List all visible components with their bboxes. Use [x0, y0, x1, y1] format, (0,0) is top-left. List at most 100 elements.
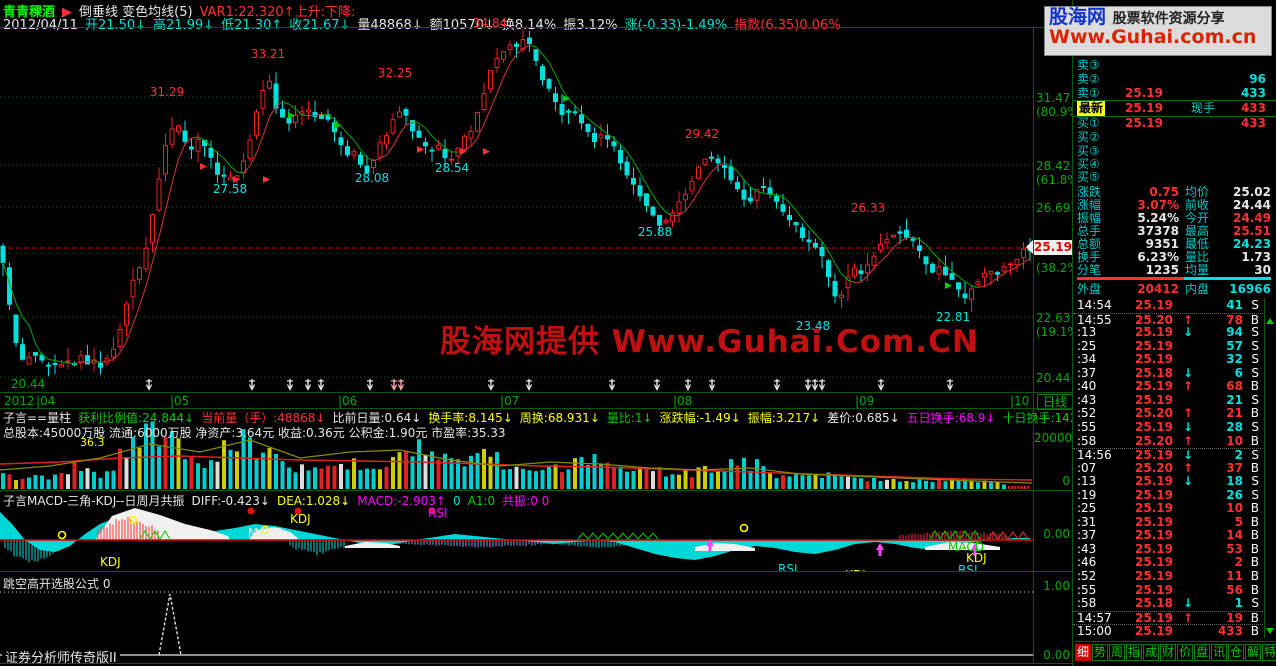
tick-price: 25.19	[1135, 419, 1173, 434]
latest-price-row[interactable]: 最新 25.19 现手 433	[1073, 100, 1276, 117]
tab-成[interactable]: 成	[1143, 644, 1160, 661]
tab-指[interactable]: 指	[1126, 644, 1143, 661]
tab-讯[interactable]: 讯	[1211, 644, 1228, 661]
tick-row[interactable]: :40 25.19 ↑ 68 B	[1073, 380, 1265, 394]
stat-row: 涨幅 3.07% 前收 24.44	[1073, 199, 1276, 212]
text-segment: 2012/04/11	[3, 18, 78, 33]
axis-month-label: |08	[673, 394, 693, 408]
tick-scrollbar[interactable]	[1264, 298, 1276, 638]
tick-volume: 28	[1226, 419, 1243, 434]
tick-row[interactable]: 14:55 25.20 ↑ 78 B	[1073, 312, 1265, 328]
svg-text:27.58: 27.58	[213, 182, 247, 196]
grid-lines	[0, 96, 1033, 378]
tick-row[interactable]: :43 25.19 53 B	[1073, 542, 1265, 557]
vol-scale-bottom: 0	[1062, 474, 1070, 488]
tab-财[interactable]: 财	[1160, 644, 1177, 661]
tab-盘[interactable]: 盘	[1194, 644, 1211, 661]
queue-price: 25.19	[1125, 116, 1163, 130]
stat-value: 1235	[1145, 263, 1179, 277]
tick-row[interactable]: :13 25.19 ↓ 94 S	[1073, 326, 1265, 340]
scroll-up-icon[interactable]	[1266, 318, 1274, 324]
tick-price: 25.19	[1135, 501, 1173, 516]
tick-row[interactable]: :58 25.20 ↑ 10 B	[1073, 434, 1265, 449]
tab-势[interactable]: 势	[1092, 644, 1109, 661]
tick-row[interactable]: :34 25.19 32 S	[1073, 353, 1265, 367]
macd-zero-label: 0.00	[1043, 527, 1070, 541]
svg-text:23.48: 23.48	[796, 319, 830, 333]
tick-price: 25.19	[1135, 352, 1173, 367]
candlestick-chart: 31.29 33.21 32.25 34.84 27.58 28.08 28.54 25.88…	[0, 16, 1033, 391]
queue-row[interactable]: 卖③	[1073, 58, 1276, 72]
tick-row[interactable]: 14:54 25.19 41 S	[1073, 298, 1265, 313]
tick-row[interactable]: :43 25.19 21 S	[1073, 393, 1265, 408]
queue-row[interactable]: 买⑤	[1073, 170, 1276, 184]
tick-price: 25.19	[1135, 555, 1173, 570]
volume-panel: 36.3	[0, 421, 1033, 489]
svg-text:KDJ: KDJ	[966, 551, 987, 565]
tick-time: :13	[1077, 474, 1097, 489]
queue-row[interactable]: 卖① 25.19 433	[1073, 86, 1276, 100]
tick-row[interactable]: :52 25.20 ↑ 21 B	[1073, 407, 1265, 421]
queue-label: 买⑤	[1077, 170, 1100, 184]
text-segment: 振3.12%	[563, 18, 618, 33]
tick-row[interactable]: :19 25.19 26 S	[1073, 488, 1265, 503]
signal-spike	[158, 593, 182, 656]
tick-time: 15:00	[1077, 624, 1112, 639]
candles	[0, 29, 1033, 377]
tick-row[interactable]: :25 25.19 10 B	[1073, 502, 1265, 516]
tick-side: B	[1250, 528, 1259, 543]
tick-row[interactable]: :25 25.19 57 S	[1073, 339, 1265, 354]
tick-row[interactable]: :31 25.19 5 B	[1073, 515, 1265, 530]
tick-row[interactable]: :52 25.19 11 B	[1073, 569, 1265, 584]
tick-row[interactable]: :58 25.18 ↓ 1 S	[1073, 597, 1265, 611]
tick-time: :55	[1077, 582, 1097, 597]
fib-pct-label: (61.8%)	[1036, 173, 1084, 187]
tick-side: S	[1251, 298, 1259, 312]
tick-row[interactable]: 14:56 25.19 ↓ 2 S	[1073, 448, 1265, 463]
text-segment: 量比:1↓	[606, 411, 653, 425]
tick-price: 25.20	[1135, 406, 1173, 421]
svg-text:KDJ: KDJ	[845, 568, 866, 572]
queue-row[interactable]: 卖② 96	[1073, 72, 1276, 86]
tick-side: B	[1250, 460, 1259, 475]
tick-time: :25	[1077, 501, 1097, 516]
stat-value: 5.24%	[1137, 211, 1179, 225]
tick-row[interactable]: :55 25.19 56 B	[1073, 582, 1265, 598]
tick-row[interactable]: 15:00 25.19 433 B	[1073, 624, 1265, 639]
stat-row: 涨跌 0.75 均价 25.02	[1073, 186, 1276, 199]
tick-row[interactable]: :13 25.19 ↓ 18 S	[1073, 475, 1265, 489]
queue-row[interactable]: 买④	[1073, 157, 1276, 171]
svg-text:22.81: 22.81	[936, 310, 970, 324]
tab-周[interactable]: 周	[1109, 644, 1126, 661]
tick-volume: 2	[1234, 448, 1243, 463]
tick-row[interactable]: :46 25.19 2 B	[1073, 556, 1265, 570]
tick-row[interactable]: :37 25.18 ↓ 6 S	[1073, 365, 1265, 381]
stat-label: 内盘	[1185, 282, 1210, 296]
tick-direction-icon: ↓	[1183, 325, 1194, 340]
tick-row[interactable]: :07 25.20 ↑ 37 B	[1073, 460, 1265, 476]
stat-value: 25.51	[1233, 224, 1271, 238]
tick-side: B	[1250, 406, 1259, 421]
tick-direction-icon: ↓	[1183, 365, 1194, 380]
text-segment: A1:0	[467, 494, 496, 508]
svg-text:36.3: 36.3	[80, 436, 105, 449]
queue-row[interactable]: 买① 25.19 433	[1073, 116, 1276, 130]
queue-price: 25.19	[1125, 86, 1163, 100]
tab-细[interactable]: 细	[1075, 644, 1092, 661]
tick-direction-icon: ↑	[1183, 460, 1194, 475]
tick-side: B	[1250, 312, 1259, 327]
tab-特[interactable]: 特	[1262, 644, 1276, 661]
queue-row[interactable]: 买②	[1073, 130, 1276, 144]
tick-row[interactable]: :37 25.19 14 B	[1073, 529, 1265, 543]
tick-row[interactable]: :55 25.19 ↓ 28 S	[1073, 419, 1265, 435]
tick-direction-icon: ↑	[1183, 379, 1194, 394]
scroll-down-icon[interactable]	[1266, 628, 1274, 634]
tick-row[interactable]: 14:57 25.19 ↑ 19 B	[1073, 610, 1265, 626]
fib-pct-label: (80.9%)	[1036, 105, 1084, 119]
queue-row[interactable]: 买③	[1073, 144, 1276, 158]
tab-解[interactable]: 解	[1245, 644, 1262, 661]
tab-价[interactable]: 价	[1177, 644, 1194, 661]
tab-仓[interactable]: 仓	[1228, 644, 1245, 661]
text-segment: 涨跌幅:-1.49↓	[659, 411, 741, 425]
